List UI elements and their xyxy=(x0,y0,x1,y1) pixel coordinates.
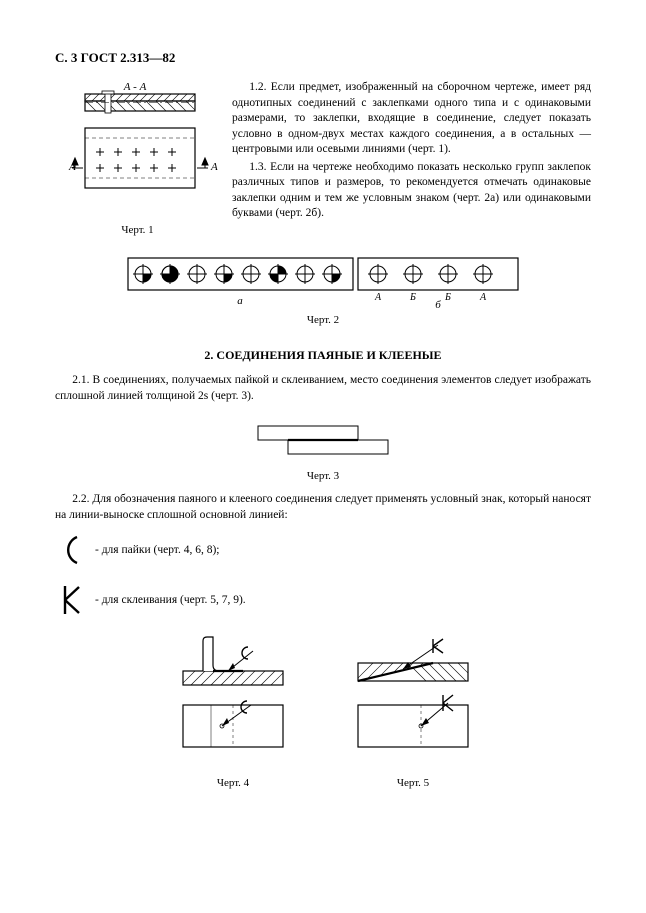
svg-text:Б: Б xyxy=(409,292,416,303)
symbol-glue: - для склеивания (черт. 5, 7, 9). xyxy=(55,583,591,617)
para-1-3: 1.3. Если на чертеже необходимо показать… xyxy=(232,160,591,222)
para-1-2: 1.2. Если предмет, изображенный на сборо… xyxy=(232,80,591,158)
symbol-list: - для пайки (черт. 4, 6, 8); - для склеи… xyxy=(55,533,591,617)
fig3-caption: Черт. 3 xyxy=(55,470,591,482)
figure-5: Черт. 5 xyxy=(343,633,483,789)
svg-text:А: А xyxy=(68,161,76,173)
symbol-solder: - для пайки (черт. 4, 6, 8); xyxy=(55,533,591,567)
figures-4-5: Черт. 4 xyxy=(55,633,591,789)
svg-text:Б: Б xyxy=(444,292,451,303)
figure-2: А Б Б А а б Черт. 2 xyxy=(55,250,591,326)
figure-3: Черт. 3 xyxy=(55,416,591,482)
svg-text:А: А xyxy=(374,292,382,303)
figure-1: А - А xyxy=(55,80,220,236)
para-2-1: 2.1. В соединениях, получаемых пайкой и … xyxy=(55,373,591,404)
fig2-caption: Черт. 2 xyxy=(55,314,591,326)
top-block: А - А xyxy=(55,80,591,236)
figure-4: Черт. 4 xyxy=(163,633,303,789)
para-2-2: 2.2. Для обозначения паяного и клееного … xyxy=(55,492,591,523)
page-header: С. 3 ГОСТ 2.313—82 xyxy=(55,50,591,66)
section-title: 2. СОЕДИНЕНИЯ ПАЯНЫЕ И КЛЕЕНЫЕ xyxy=(55,348,591,363)
svg-text:б: б xyxy=(435,299,441,310)
glue-icon xyxy=(55,583,85,617)
symbol-glue-text: - для склеивания (черт. 5, 7, 9). xyxy=(95,594,246,606)
symbol-solder-text: - для пайки (черт. 4, 6, 8); xyxy=(95,544,220,556)
svg-text:А: А xyxy=(210,161,218,173)
svg-text:А: А xyxy=(479,292,487,303)
svg-text:а: а xyxy=(237,295,243,307)
fig1-caption: Черт. 1 xyxy=(55,224,220,236)
solder-icon xyxy=(55,533,85,567)
fig4-caption: Черт. 4 xyxy=(163,777,303,789)
fig5-caption: Черт. 5 xyxy=(343,777,483,789)
label-a-a: А - А xyxy=(123,81,147,93)
top-paragraphs: 1.2. Если предмет, изображенный на сборо… xyxy=(232,80,591,224)
